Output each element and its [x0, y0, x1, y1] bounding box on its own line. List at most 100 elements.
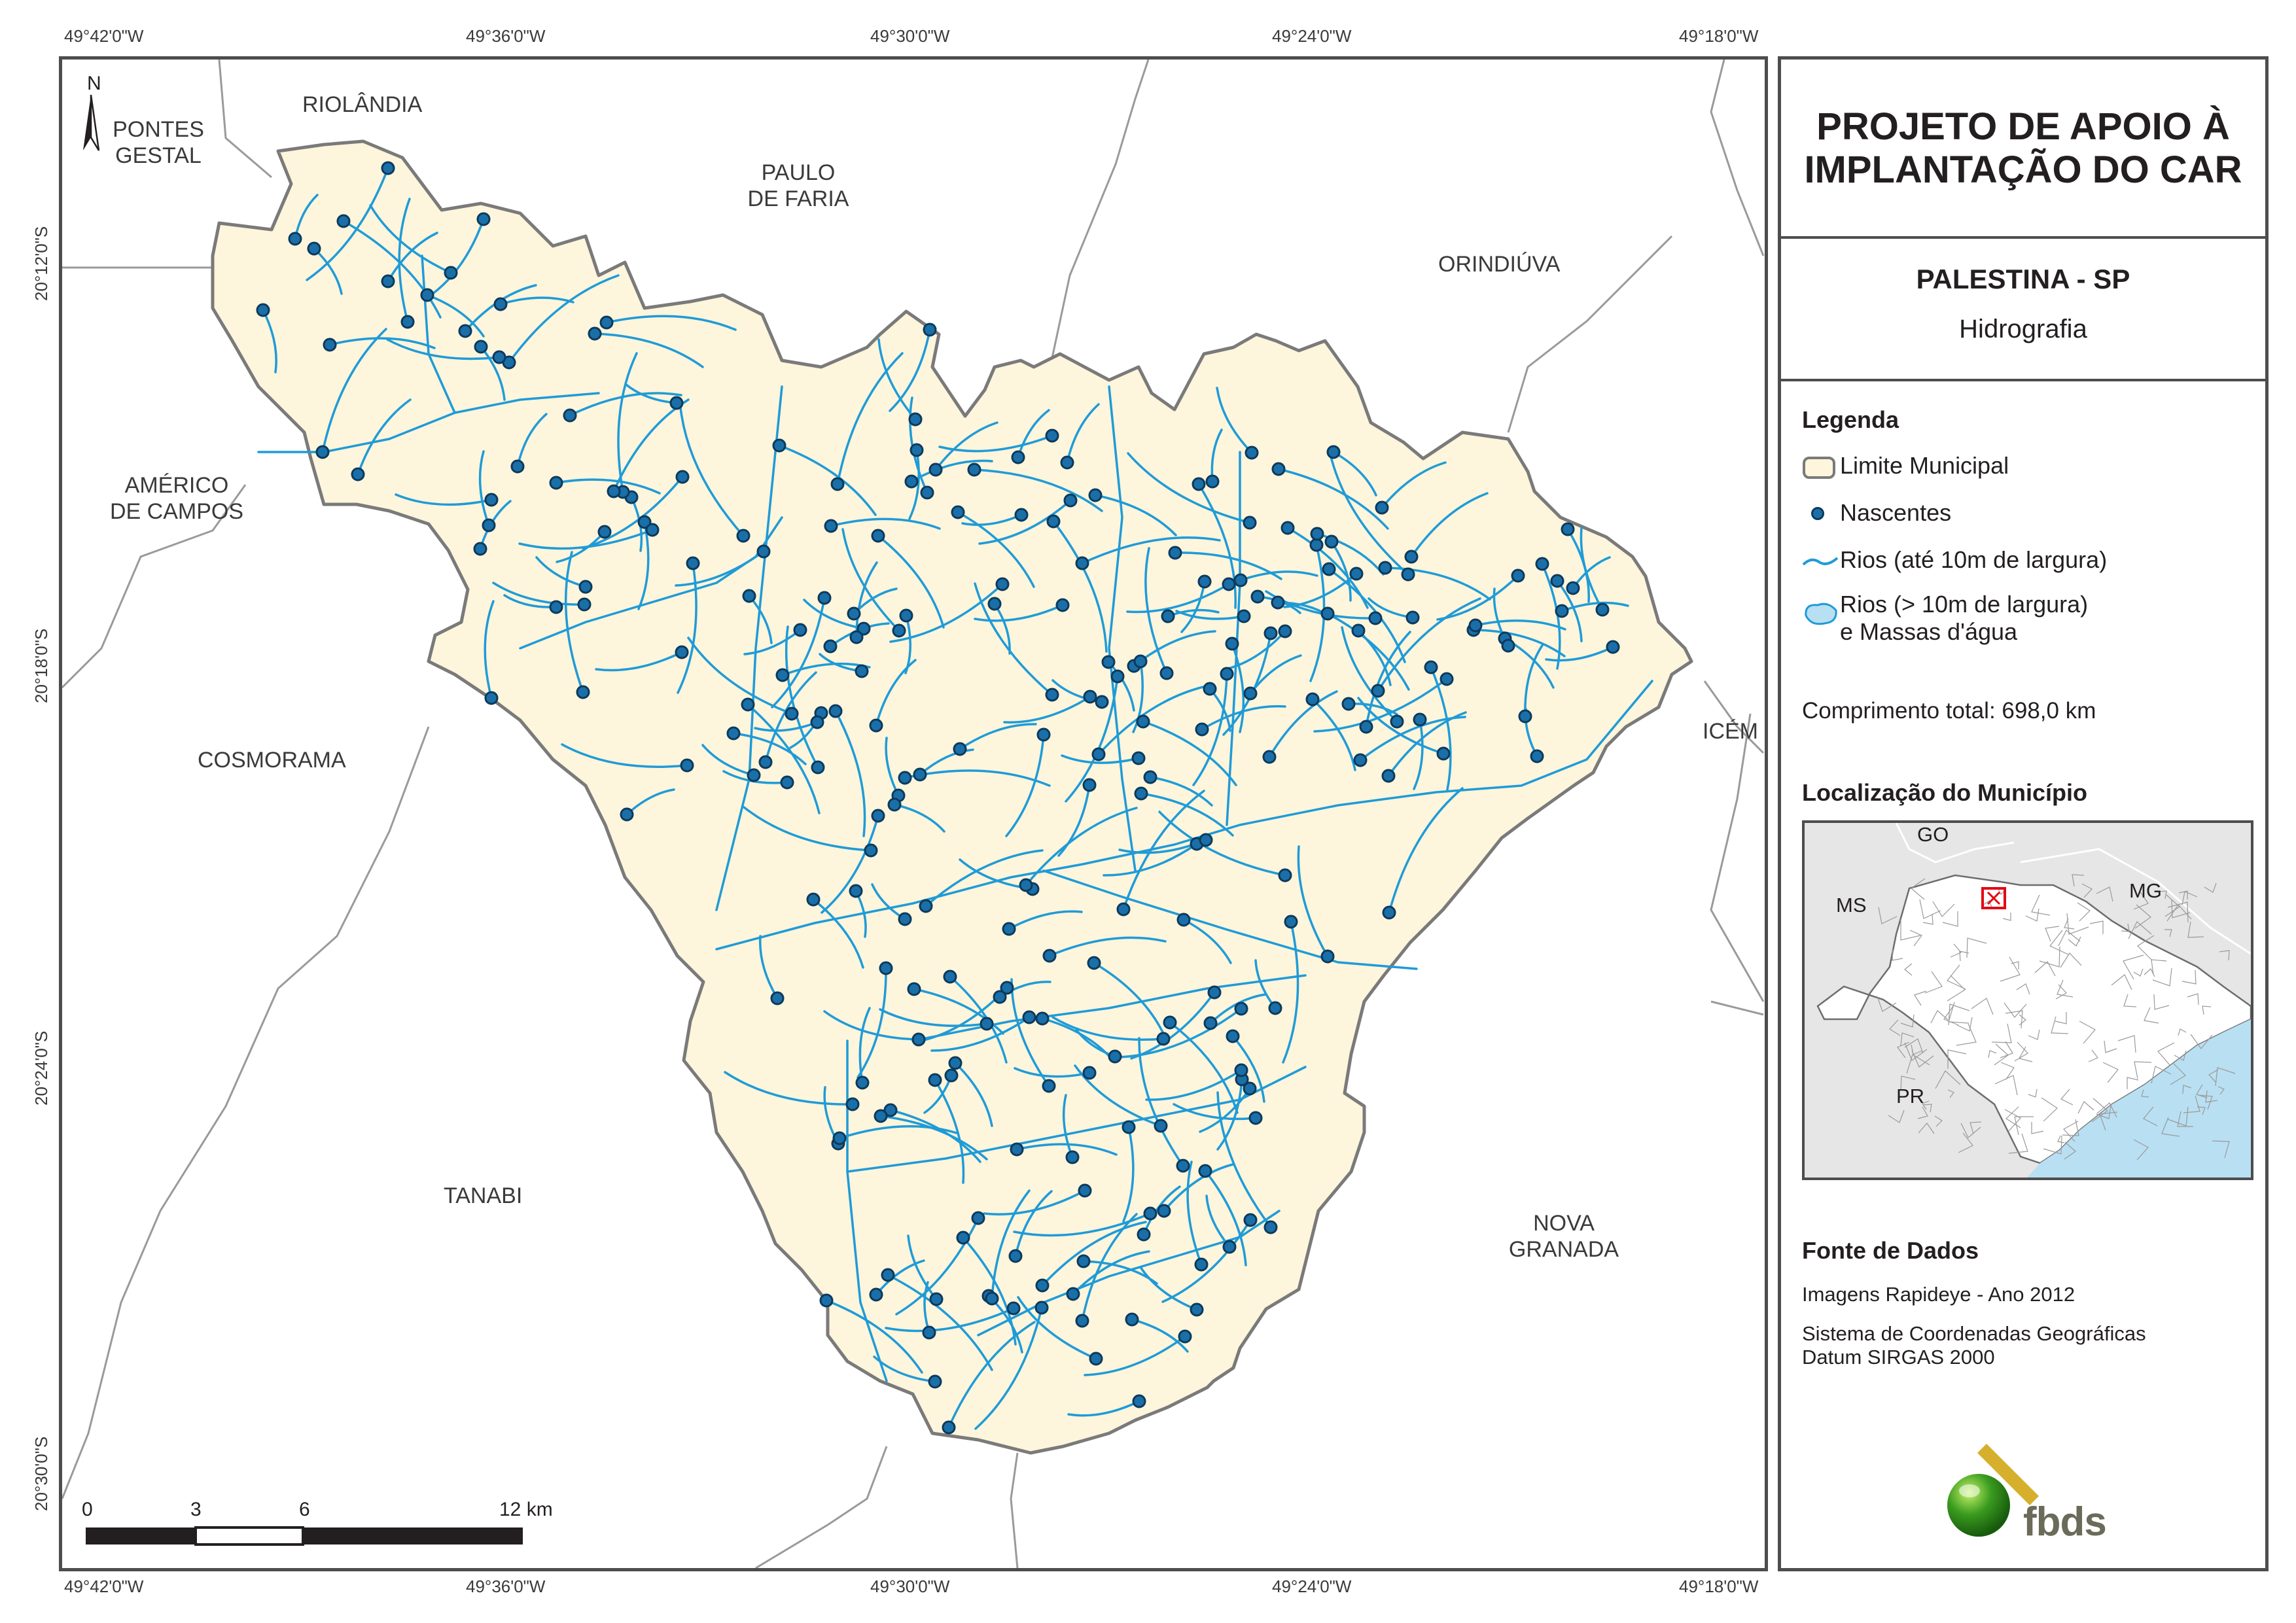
map-canvas[interactable]	[62, 60, 1765, 1568]
spring-point-icon	[1278, 868, 1292, 882]
spring-point-icon	[1203, 682, 1217, 696]
spring-point-icon	[1518, 709, 1532, 724]
spring-point-icon	[806, 892, 821, 907]
spring-point-icon	[1101, 655, 1116, 669]
spring-point-icon	[1262, 750, 1277, 764]
place-pontes-gestal: PONTES GESTAL	[113, 117, 204, 168]
spring-point-icon	[1088, 488, 1103, 502]
spring-point-icon	[971, 1211, 985, 1225]
panel-divider-2	[1781, 379, 2265, 381]
spring-point-icon	[1309, 538, 1324, 552]
spring-point-icon	[1190, 1302, 1204, 1317]
coord-left-4: 20°30'0"S	[31, 1436, 51, 1511]
spring-point-icon	[1424, 660, 1438, 674]
spring-point-icon	[756, 544, 771, 559]
spring-point-icon	[898, 912, 912, 926]
spring-point-icon	[855, 1075, 870, 1090]
spring-point-icon	[1125, 1312, 1139, 1327]
spring-point-icon	[913, 767, 927, 782]
spring-point-icon	[1341, 697, 1356, 711]
spring-point-icon	[1036, 727, 1051, 742]
spring-point-icon	[1268, 1001, 1282, 1015]
spring-point-icon	[1065, 1150, 1080, 1164]
spring-point-icon	[1378, 561, 1392, 575]
spring-point-icon	[1382, 905, 1396, 920]
spring-point-icon	[1271, 595, 1285, 610]
spring-point-icon	[785, 707, 799, 721]
municipality-polygon	[211, 139, 1693, 1455]
spring-point-icon	[1076, 1254, 1091, 1268]
location-inset-map: GO MS MG PR	[1802, 820, 2253, 1180]
inset-label-pr: PR	[1896, 1085, 1925, 1108]
spring-point-icon	[1245, 445, 1259, 460]
spring-point-icon	[1278, 624, 1292, 638]
spring-point-icon	[256, 303, 270, 317]
spring-point-icon	[1561, 522, 1575, 536]
spring-point-icon	[351, 467, 365, 481]
water-body-icon	[1805, 602, 1837, 625]
spring-point-icon	[928, 1073, 942, 1087]
spring-point-icon	[1234, 1063, 1248, 1077]
spring-point-icon	[637, 515, 652, 529]
spring-point-icon	[1320, 606, 1335, 621]
municipality-name: PALESTINA - SP	[1916, 264, 2130, 294]
spring-point-icon	[871, 529, 885, 543]
spring-point-icon	[1095, 695, 1109, 709]
spring-point-icon	[1243, 686, 1258, 701]
inset-label-mg: MG	[2129, 879, 2162, 902]
coord-top-5: 49°18'0"W	[1679, 26, 1759, 46]
map-frame[interactable]: N 0 3 6 12 km	[59, 56, 1768, 1571]
spring-point-icon	[830, 477, 845, 491]
spring-point-icon	[1022, 1010, 1036, 1024]
spring-point-icon	[1134, 786, 1148, 801]
spring-point-icon	[904, 474, 919, 489]
spring-point-icon	[1280, 521, 1295, 535]
spring-point-icon	[1271, 462, 1286, 476]
spring-point-icon	[484, 691, 499, 705]
spring-point-icon	[907, 982, 921, 996]
spring-point-icon	[599, 315, 614, 330]
coord-bottom-3: 49°30'0"W	[870, 1577, 950, 1596]
spring-point-icon	[474, 340, 488, 354]
spring-point-icon	[1368, 611, 1383, 625]
spring-point-icon	[772, 438, 786, 453]
map-theme: Hidrografia	[1959, 315, 2087, 343]
spring-point-icon	[775, 668, 790, 682]
coord-bottom-2: 49°36'0"W	[466, 1577, 546, 1596]
spring-point-icon	[1555, 604, 1569, 618]
spring-point-icon	[793, 623, 807, 637]
spring-point-icon	[1226, 1029, 1240, 1043]
spring-point-icon	[887, 797, 902, 812]
spring-point-icon	[1511, 568, 1525, 583]
legend-panel: PROJETO DE APOIO À IMPLANTAÇÃO DO CAR PAL…	[1778, 56, 2269, 1571]
legend-item-nascentes: Nascentes	[1802, 499, 2260, 532]
scale-label-6: 6	[299, 1499, 310, 1520]
spring-point-icon	[1008, 1249, 1023, 1263]
spring-point-icon	[1194, 1257, 1209, 1272]
spring-points	[256, 161, 1620, 1435]
spring-point-icon	[1535, 557, 1549, 571]
spring-point-icon	[645, 523, 660, 537]
spring-point-icon	[1530, 749, 1544, 763]
spring-point-icon	[899, 608, 913, 623]
spring-point-icon	[819, 1293, 834, 1308]
spring-point-icon	[1192, 477, 1206, 491]
coord-top-3: 49°30'0"W	[870, 26, 950, 46]
spring-point-icon	[336, 214, 351, 228]
spring-point-icon	[1566, 581, 1580, 595]
spring-point-icon	[1132, 1394, 1146, 1408]
spring-point-icon	[675, 470, 690, 484]
north-arrow-icon	[83, 94, 100, 151]
scale-label-12: 12 km	[499, 1499, 553, 1520]
legend-item-rios-large: Rios (> 10m de largura) e Massas d'água	[1802, 591, 2260, 656]
spring-point-icon	[780, 775, 794, 790]
spring-point-icon	[1203, 1016, 1218, 1030]
spring-point-icon	[1381, 769, 1396, 783]
location-highlight	[1981, 887, 2006, 909]
spring-point-icon	[1371, 684, 1385, 698]
spring-point-icon	[864, 843, 878, 858]
spring-point-icon	[1198, 1164, 1212, 1178]
spring-point-icon	[1055, 598, 1070, 612]
spring-point-icon	[1595, 602, 1610, 617]
spring-point-icon	[493, 297, 508, 311]
